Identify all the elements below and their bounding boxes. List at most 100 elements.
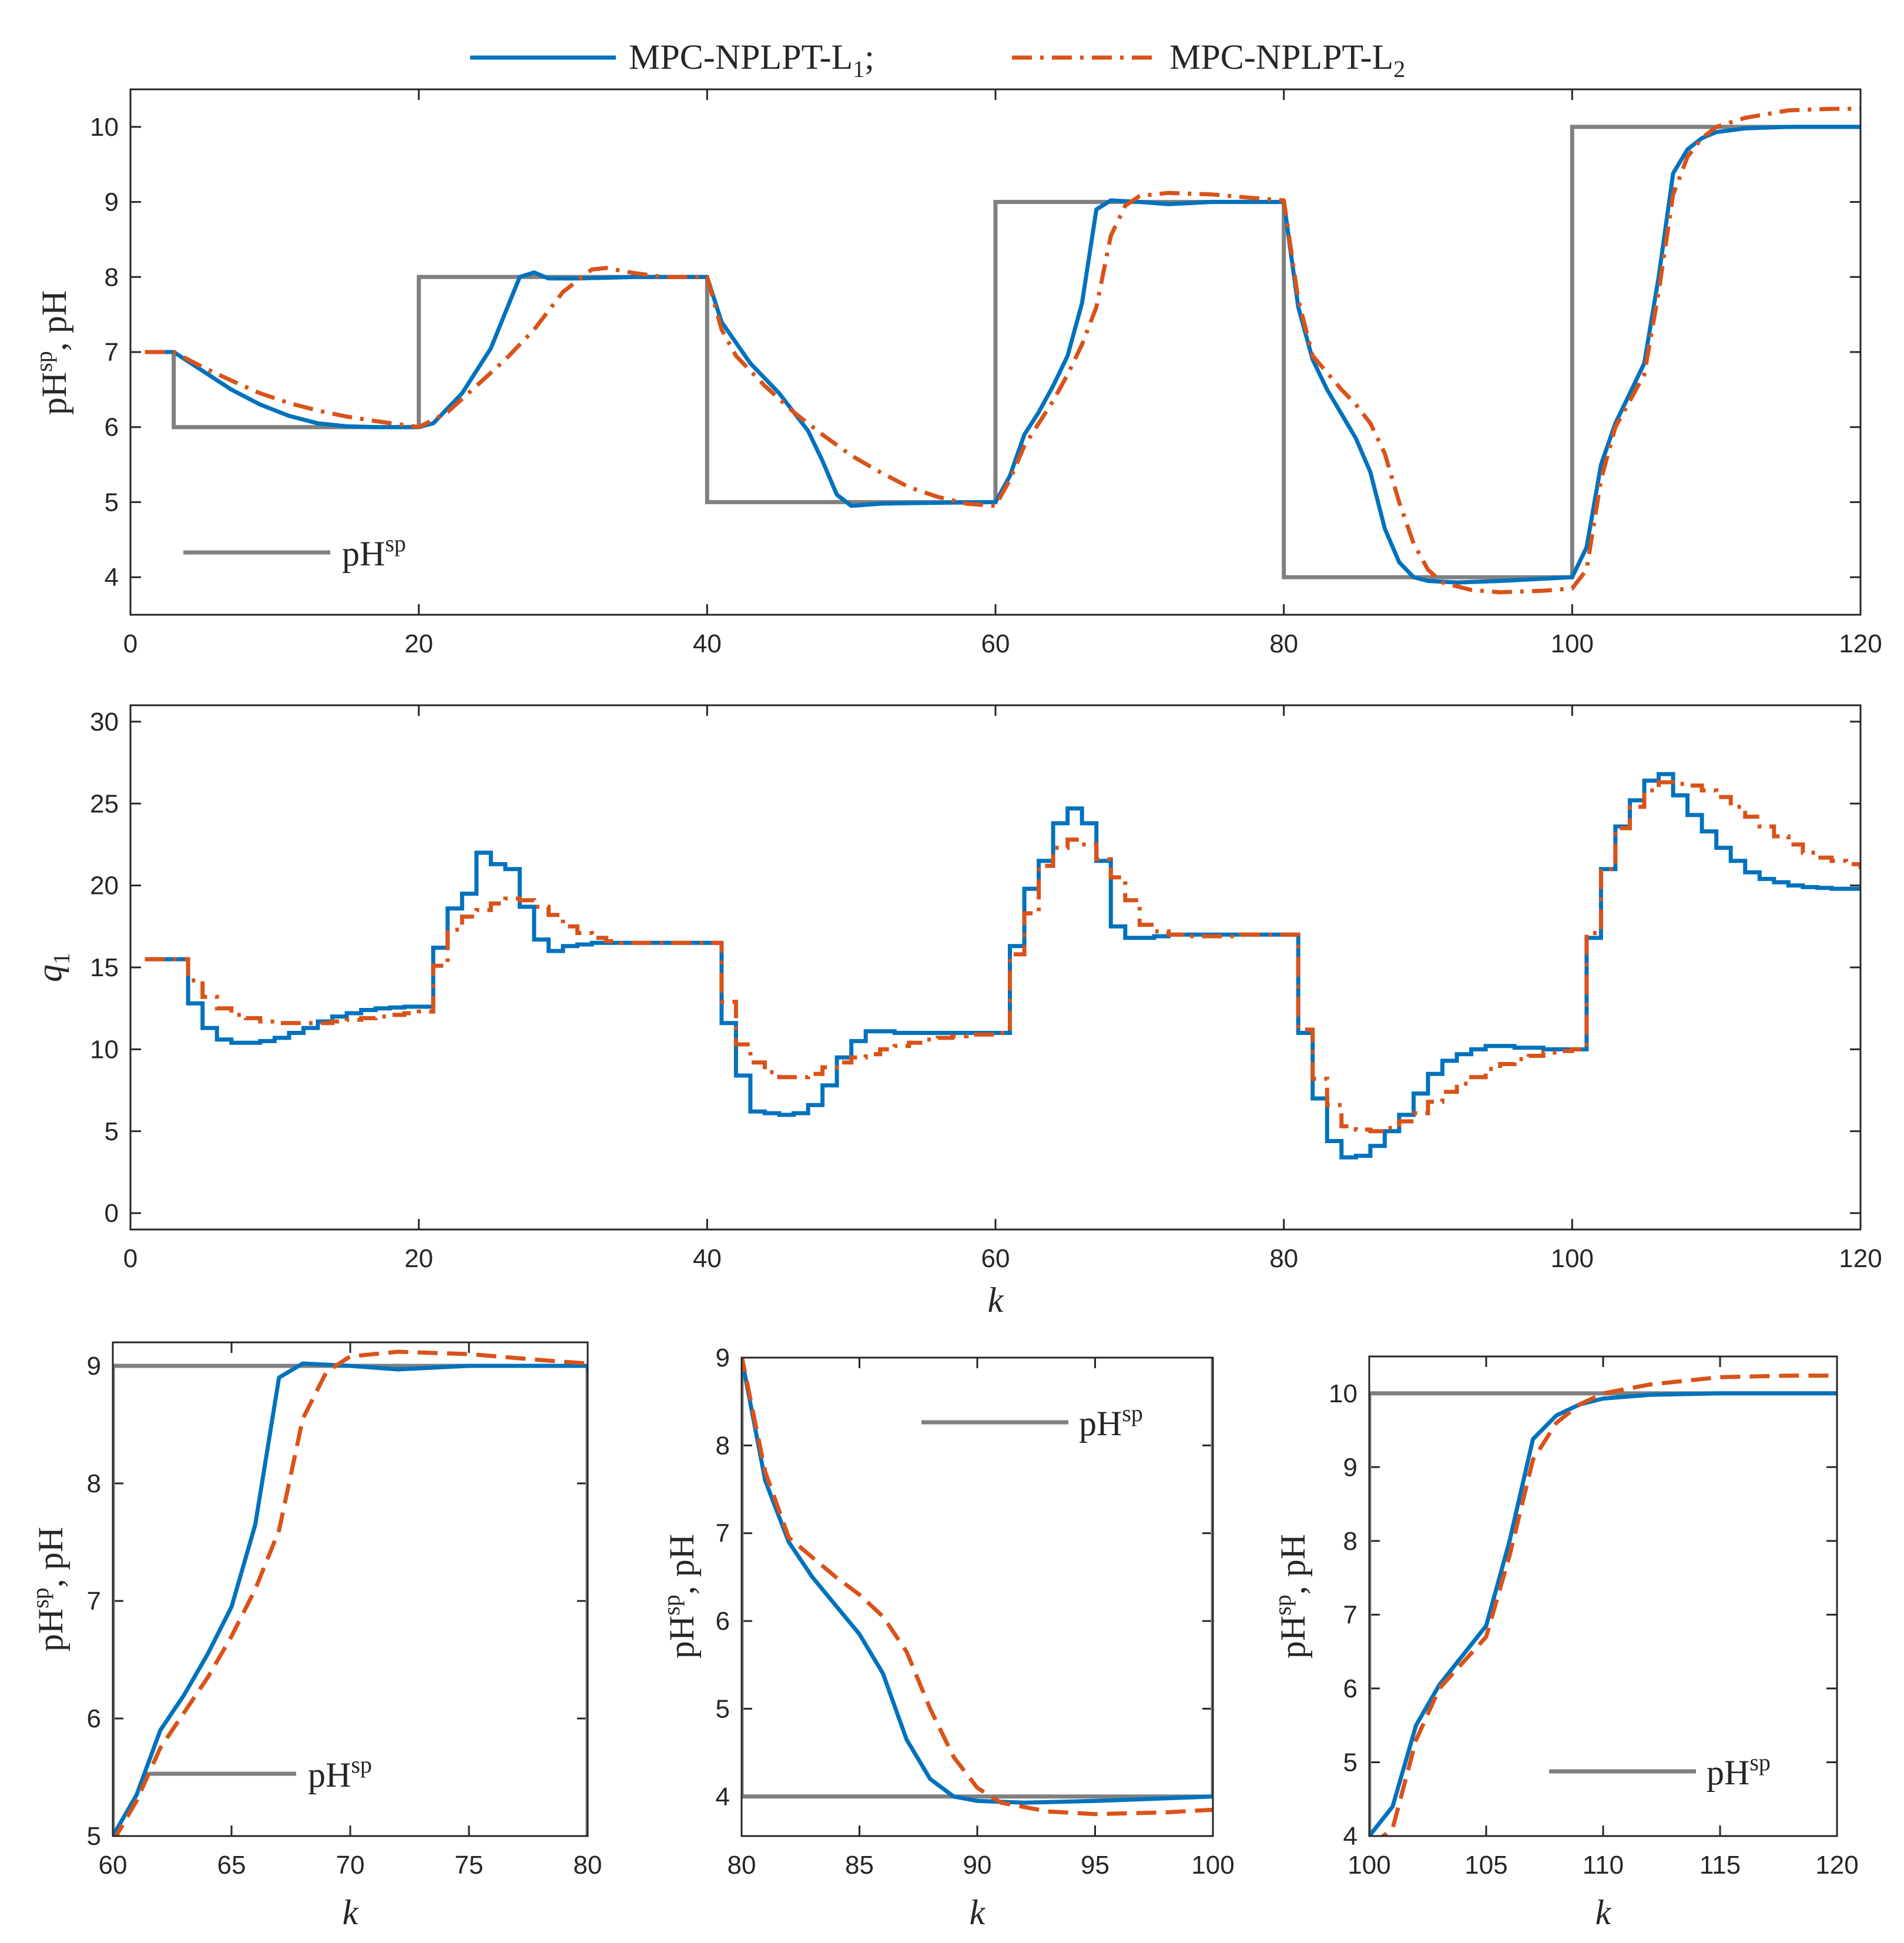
q1-ticks: 0 20 40 60 80 100 120 0 5 10 15 20 25 30 (90, 705, 1882, 1273)
x-tick-label: 80 (1269, 629, 1298, 658)
y-tick-label: 15 (90, 953, 119, 982)
x-tick-label: 95 (1081, 1851, 1109, 1880)
y-tick-label: 10 (1329, 1379, 1357, 1408)
q1-series1-line (145, 772, 1861, 1160)
y-tick-label: 9 (1343, 1453, 1357, 1482)
y-tick-label: 8 (87, 1469, 101, 1498)
x-tick-label: 100 (1191, 1851, 1234, 1880)
zoom3-series2-line (1380, 1374, 1837, 1836)
y-tick-label: 9 (105, 188, 119, 217)
x-tick-label: 120 (1839, 629, 1882, 658)
y-tick-label: 4 (716, 1783, 730, 1811)
y-tick-label: 7 (716, 1519, 730, 1548)
ph-full-legend-sp-label: pHsp (342, 530, 406, 573)
zoom2-axes-box (740, 1356, 1214, 1837)
x-tick-label: 110 (1583, 1851, 1624, 1880)
x-tick-label: 40 (693, 1244, 722, 1273)
panel-q1: 0 20 40 60 80 100 120 0 5 10 15 20 25 30 q1 k (30, 704, 1882, 1319)
x-tick-label: 20 (404, 1244, 433, 1273)
y-tick-label: 10 (90, 113, 119, 142)
ph-full-ylabel: pHsp, pH (31, 290, 73, 415)
zoom3-xlabel: k (1595, 1893, 1612, 1932)
y-tick-label: 8 (1343, 1527, 1357, 1556)
x-tick-label: 0 (123, 1244, 138, 1273)
zoom3-ylabel: pHsp, pH (1269, 1534, 1312, 1659)
panel-zoom-80-100: 80 85 90 95 100 4 5 6 7 8 9 pHsp pHsp, pH k (658, 1344, 1235, 1932)
legend-label-series1: MPC-NPLPT-L1; (629, 38, 874, 82)
zoom1-legend: pHsp (149, 1751, 372, 1794)
y-tick-label: 7 (87, 1587, 101, 1616)
zoom3-legend: pHsp (1549, 1749, 1771, 1792)
x-tick-label: 85 (845, 1851, 874, 1880)
y-tick-label: 6 (105, 413, 119, 442)
zoom1-ylabel: pHsp, pH (27, 1527, 70, 1651)
x-tick-label: 60 (981, 629, 1010, 658)
x-tick-label: 40 (693, 629, 722, 658)
x-tick-label: 105 (1464, 1851, 1507, 1880)
x-tick-label: 65 (217, 1851, 246, 1880)
x-tick-label: 20 (404, 629, 433, 658)
x-tick-label: 60 (981, 1244, 1010, 1273)
zoom1-axes-box (112, 1341, 589, 1837)
y-tick-label: 9 (87, 1352, 101, 1381)
y-tick-label: 5 (1343, 1748, 1357, 1777)
ph-full-legend: pHsp (183, 530, 406, 573)
x-tick-label: 100 (1551, 1244, 1594, 1273)
zoom2-legend-sp-label: pHsp (1079, 1400, 1143, 1443)
y-tick-label: 9 (716, 1344, 730, 1372)
y-tick-label: 6 (716, 1607, 730, 1636)
q1-series2-line (145, 780, 1861, 1134)
y-tick-label: 8 (716, 1431, 730, 1460)
x-tick-label: 120 (1815, 1851, 1858, 1880)
x-tick-label: 100 (1347, 1851, 1390, 1880)
zoom2-legend: pHsp (921, 1400, 1143, 1443)
panel-zoom-60-80: 60 65 70 75 80 5 6 7 8 9 pHsp pHsp, pH k (27, 1341, 602, 1932)
zoom2-ticks: 80 85 90 95 100 4 5 6 7 8 9 (716, 1344, 1235, 1880)
zoom1-xlabel: k (343, 1893, 359, 1932)
x-tick-label: 75 (455, 1851, 484, 1880)
q1-xlabel: k (988, 1281, 1004, 1319)
zoom1-ticks: 60 65 70 75 80 5 6 7 8 9 (87, 1342, 602, 1880)
y-tick-label: 5 (716, 1694, 730, 1723)
panel-ph-full: 0 20 40 60 80 100 120 4 5 6 7 8 9 10 pHsp pHsp, pH (31, 88, 1882, 658)
zoom1-series1-line (113, 1361, 588, 1836)
y-tick-label: 10 (90, 1035, 119, 1064)
y-tick-label: 0 (105, 1199, 119, 1228)
y-tick-label: 4 (1343, 1822, 1357, 1851)
ph-full-setpoint-line (145, 125, 1861, 579)
zoom2-setpoint-line (742, 1358, 1213, 1799)
y-tick-label: 20 (90, 872, 119, 900)
x-tick-label: 80 (1269, 1244, 1298, 1273)
zoom1-legend-sp-label: pHsp (308, 1751, 372, 1794)
legend-label-series2: MPC-NPLPT-L2 (1169, 38, 1405, 82)
zoom3-axes-box (1368, 1355, 1838, 1837)
x-tick-label: 90 (963, 1851, 992, 1880)
legend: MPC-NPLPT-L1; MPC-NPLPT-L2 (470, 38, 1405, 82)
y-tick-label: 5 (105, 1117, 119, 1146)
zoom3-series1-line (1369, 1391, 1837, 1836)
x-tick-label: 60 (99, 1851, 128, 1880)
zoom2-ylabel: pHsp, pH (658, 1534, 701, 1659)
x-tick-label: 80 (728, 1851, 756, 1880)
x-tick-label: 115 (1699, 1851, 1741, 1880)
x-tick-label: 0 (123, 629, 138, 658)
ph-full-series2-line (145, 106, 1861, 595)
y-tick-label: 7 (105, 338, 119, 367)
panel-zoom-100-120: 100 105 110 115 120 4 5 6 7 8 9 10 pHsp pHsp, pH k (1269, 1355, 1859, 1932)
ph-full-series1-line (145, 125, 1861, 585)
y-tick-label: 5 (105, 488, 119, 517)
x-tick-label: 80 (574, 1851, 602, 1880)
q1-ylabel: q1 (30, 953, 75, 982)
y-tick-label: 6 (1343, 1674, 1357, 1703)
x-tick-label: 100 (1551, 629, 1594, 658)
ph-full-ticks: 0 20 40 60 80 100 120 4 5 6 7 8 9 10 (90, 89, 1882, 658)
y-tick-label: 4 (105, 563, 119, 592)
x-tick-label: 120 (1839, 1244, 1882, 1273)
y-tick-label: 25 (90, 789, 119, 818)
x-tick-label: 70 (336, 1851, 365, 1880)
q1-axes-box (129, 704, 1862, 1231)
zoom3-legend-sp-label: pHsp (1707, 1749, 1771, 1792)
zoom2-xlabel: k (970, 1893, 986, 1932)
ph-full-axes-box (129, 88, 1862, 616)
